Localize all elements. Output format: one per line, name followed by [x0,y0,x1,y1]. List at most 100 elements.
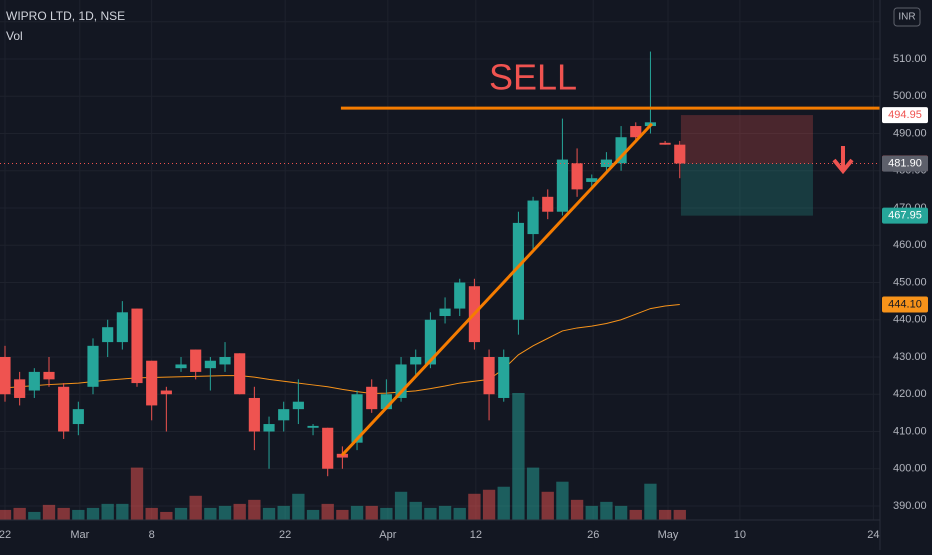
volume-bar [218,505,232,520]
candle-body [87,345,99,387]
candle-body [615,137,627,164]
candle-body [204,360,216,369]
volume-bar [57,507,70,520]
candle-body [131,308,143,384]
candle-body [674,144,686,164]
currency-label: INR [898,12,915,23]
candle-body [351,394,363,443]
candle-body [307,425,319,428]
y-tick-label: 400.00 [893,463,927,475]
volume-bar [321,503,334,520]
volume-bar [570,499,584,520]
y-tick-label: 490.00 [893,127,927,139]
candle-body [556,159,568,212]
candle-body [43,371,55,380]
plot: SELL [0,51,880,520]
volume-bar [116,503,129,520]
candle-body [527,200,539,235]
volume-bar [556,481,569,520]
volume-bar [204,507,217,520]
volume-bar [86,507,100,520]
candle-body [571,163,583,190]
candle-body [395,364,407,398]
candle-body [424,319,436,365]
volume-bar [673,509,686,520]
candle-body [72,409,84,425]
candle-body [630,126,642,138]
y-tick-label: 440.00 [893,314,927,326]
volume-bar [658,509,672,520]
x-tick-label: 26 [587,529,599,541]
volume-bar [13,507,26,520]
y-tick-label: 430.00 [893,351,927,363]
candle-body [175,364,187,369]
y-tick-label: 510.00 [893,53,927,65]
candle-body [600,159,612,168]
x-tick-label: 10 [734,529,746,541]
price-badge-label: 444.10 [888,298,922,310]
price-badge [882,155,928,172]
x-tick-label: Mar [70,529,89,541]
volume-bar [72,509,85,520]
candle-body [102,327,114,343]
target-zone [680,163,813,216]
chart-title: WIPRO LTD, 1D, NSE [6,9,125,23]
down-arrow [832,146,854,175]
volume-bar [629,509,642,520]
volume-bar [380,507,393,520]
volume-bar [0,509,12,520]
volume-bar [585,505,598,520]
volume-bar [248,499,261,520]
volume-bar [277,505,290,520]
trendline [340,122,653,457]
volume-bar [497,486,510,520]
price-badge [882,296,928,313]
volume-bar [101,503,114,520]
x-tick-label: 22 [0,529,11,541]
candle-body [542,196,554,212]
volume-bar [233,503,246,520]
x-tick-label: 8 [149,529,155,541]
volume-bar [130,467,144,520]
candle-body [659,142,671,145]
candle-body [14,379,26,398]
candle-body [263,424,275,432]
volume-bar [350,505,364,520]
volume-bar [292,493,305,520]
y-tick-label: 390.00 [893,500,927,512]
candle-body [219,356,231,365]
candle-body [190,349,202,372]
volume-bar [394,491,408,520]
x-tick-label: 22 [279,529,291,541]
price-badge-label: 494.95 [888,109,922,121]
candle-body [454,282,466,309]
candle-body [58,386,70,432]
grid [0,0,880,520]
x-tick-label: Apr [379,529,396,541]
price-badge-label: 467.95 [888,210,922,222]
candle-body [292,401,304,410]
volume-bar [600,501,613,520]
volume-bar [174,507,188,520]
volume-bar [482,489,496,520]
volume-bar [306,509,320,520]
y-tick-label: 460.00 [893,239,927,251]
candle-body [586,178,598,182]
candle-body [512,222,524,320]
volume-bar [409,501,422,520]
volume-bar [42,504,56,520]
annotation: SELL [489,57,577,98]
volume-bar [541,491,554,520]
currency-badge [893,7,921,27]
y-tick-label: 410.00 [893,425,927,437]
volume-bar [468,493,481,520]
candle-body [160,390,172,395]
volume-bar [424,507,437,520]
candle-body [322,427,334,469]
volume-bar [189,495,202,520]
price-badge-label: 481.90 [888,158,922,170]
